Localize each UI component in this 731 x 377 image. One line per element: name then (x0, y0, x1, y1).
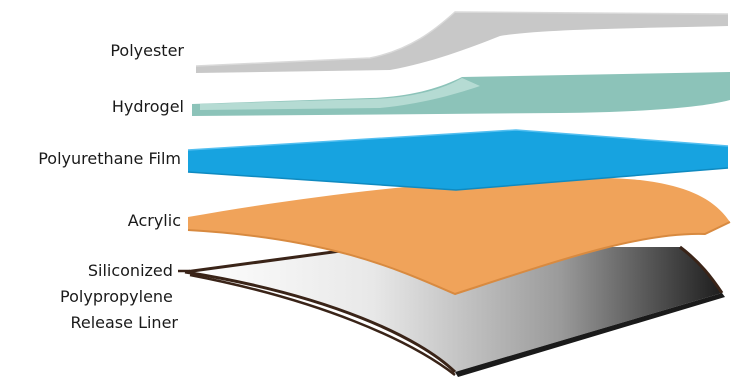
label-polyester: Polyester (110, 41, 184, 60)
label-release-liner-line-1: Siliconized (88, 261, 173, 280)
polyester-layer (195, 11, 729, 73)
polyurethane-film-edge (187, 167, 729, 191)
release-liner-leader-line (178, 269, 456, 376)
label-polyurethane-film: Polyurethane Film (38, 149, 181, 168)
release-liner-layer (178, 245, 725, 377)
label-release-liner-line-2: Polypropylene (60, 287, 173, 306)
polyurethane-film-top-edge (187, 129, 729, 151)
hydrogel-highlight (200, 78, 480, 110)
acrylic-layer (187, 177, 731, 296)
label-acrylic: Acrylic (128, 211, 181, 230)
polyurethane-film-layer (187, 129, 729, 191)
label-release-liner: Siliconized Polypropylene Release Liner (60, 261, 178, 332)
polyester-top-edge (195, 11, 729, 67)
acrylic-edge (187, 221, 731, 296)
polyester-sheet (196, 12, 728, 73)
label-hydrogel: Hydrogel (112, 97, 184, 116)
acrylic-sheet (188, 177, 730, 294)
hydrogel-layer (192, 72, 730, 116)
release-liner-bottom-edge (455, 293, 725, 377)
release-liner-sheet (185, 247, 722, 372)
polyurethane-film-sheet (188, 130, 728, 190)
label-release-liner-line-3: Release Liner (70, 313, 178, 332)
